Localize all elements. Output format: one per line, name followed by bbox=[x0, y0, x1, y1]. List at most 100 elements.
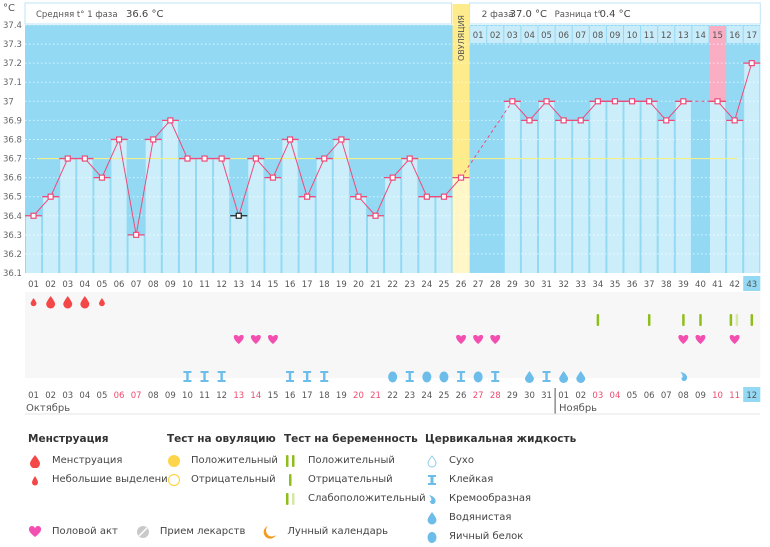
egg-white-icon bbox=[439, 371, 449, 383]
calendar-date-label: 19 bbox=[336, 391, 347, 401]
temperature-point bbox=[64, 155, 71, 162]
y-tick-label: 36.1 bbox=[3, 269, 22, 279]
temperature-point bbox=[218, 155, 225, 162]
temperature-line-segment bbox=[358, 196, 376, 217]
temperature-bar bbox=[299, 196, 315, 273]
post-ovulation-day-cell bbox=[555, 26, 572, 43]
calendar-date-label: 06 bbox=[114, 391, 125, 401]
temperature-bar bbox=[436, 196, 452, 273]
calendar-date-label: 29 bbox=[507, 391, 518, 401]
calendar-date-label: 03 bbox=[62, 391, 73, 401]
temperature-line-segment bbox=[375, 177, 394, 216]
today-date-highlight bbox=[743, 387, 761, 402]
temperature-bar bbox=[641, 101, 657, 273]
temperature-line-segment bbox=[340, 139, 359, 197]
moon-icon bbox=[263, 525, 279, 539]
temperature-bar bbox=[710, 101, 726, 273]
cycle-day-label: 32 bbox=[558, 280, 569, 290]
calendar-date-label: 20 bbox=[353, 391, 364, 401]
cycle-day-label: 15 bbox=[268, 280, 279, 290]
calendar-date-label: 24 bbox=[421, 391, 432, 401]
calendar-date-label: 05 bbox=[627, 391, 638, 401]
legend-item: Менструация bbox=[28, 451, 174, 470]
legend-item: Небольшие выделения bbox=[28, 470, 174, 489]
cycle-day-label: 31 bbox=[541, 280, 552, 290]
temperature-line-segment bbox=[238, 158, 257, 216]
temperature-bar bbox=[231, 215, 247, 273]
blood-drop-icon bbox=[46, 296, 56, 309]
temperature-point bbox=[389, 174, 396, 181]
cycle-day-label: 40 bbox=[695, 280, 706, 290]
y-tick-label: 37.2 bbox=[3, 59, 22, 69]
egg-white-icon bbox=[473, 371, 483, 383]
calendar-date-label: 09 bbox=[165, 391, 176, 401]
temperature-point bbox=[304, 193, 311, 200]
temperature-point bbox=[355, 193, 362, 200]
calendar-date-label: 08 bbox=[148, 391, 159, 401]
month-label-november: Ноябрь bbox=[559, 403, 598, 414]
temperature-bar bbox=[624, 101, 640, 273]
calendar-date-label: 25 bbox=[439, 391, 450, 401]
temperature-bar bbox=[94, 177, 110, 273]
temperature-line-segment bbox=[580, 100, 599, 121]
sticky-icon bbox=[542, 371, 551, 382]
temperature-point bbox=[184, 155, 191, 162]
cycle-day-label: 19 bbox=[336, 280, 347, 290]
heart-icon bbox=[729, 335, 740, 344]
cycle-day-label: 16 bbox=[285, 280, 296, 290]
heart-icon bbox=[678, 335, 689, 344]
cycle-day-label: 10 bbox=[182, 280, 193, 290]
temperature-line-segment bbox=[717, 100, 736, 121]
post-ovulation-day-label: 02 bbox=[490, 31, 501, 41]
temperature-bar bbox=[26, 215, 42, 273]
cycle-day-label: 21 bbox=[370, 280, 381, 290]
cycle-day-label: 43 bbox=[746, 280, 757, 290]
watery-icon bbox=[524, 371, 534, 383]
cycle-day-label: 06 bbox=[114, 280, 125, 290]
legend-item: Положительный bbox=[167, 451, 278, 470]
phase1-label: Средняя t° 1 фаза bbox=[36, 10, 118, 20]
post-ovulation-day-label: 14 bbox=[695, 31, 706, 41]
temperature-point bbox=[423, 193, 430, 200]
diff-value: 0.4 °C bbox=[600, 9, 631, 20]
cycle-day-label: 28 bbox=[490, 280, 501, 290]
calendar-date-label: 05 bbox=[97, 391, 108, 401]
temperature-point bbox=[406, 155, 413, 162]
calendar-date-label: 28 bbox=[490, 391, 501, 401]
cycle-day-label: 08 bbox=[148, 280, 159, 290]
temperature-line-segment bbox=[84, 158, 103, 178]
legend-item: Сухо bbox=[425, 451, 576, 470]
legend-item: Прием лекарств bbox=[136, 522, 245, 541]
post-ovulation-day-label: 03 bbox=[507, 31, 518, 41]
legend-item: Лунный календарь bbox=[263, 522, 388, 541]
legend-item: Отрицательный bbox=[284, 470, 426, 489]
temperature-bar bbox=[145, 139, 161, 273]
calendar-date-label: 11 bbox=[729, 391, 740, 401]
temperature-bar bbox=[128, 234, 144, 273]
legend-title: Менструация bbox=[28, 433, 109, 445]
calendar-date-label: 22 bbox=[387, 391, 398, 401]
temperature-point bbox=[338, 136, 345, 143]
header-phase1-box bbox=[24, 2, 452, 25]
calendar-date-label: 21 bbox=[370, 391, 381, 401]
legend-other: Половой акт Прием лекарств Лунный календ… bbox=[28, 522, 388, 541]
negative-pregnancy-icon bbox=[284, 473, 300, 487]
temperature-point bbox=[98, 174, 106, 181]
cycle-day-label: 27 bbox=[473, 280, 484, 290]
post-ovulation-day-cell bbox=[589, 26, 606, 43]
cycle-day-label: 29 bbox=[507, 280, 518, 290]
post-ovulation-day-label: 04 bbox=[524, 31, 535, 41]
calendar-date-label: 17 bbox=[302, 391, 313, 401]
calendar-date-label: 01 bbox=[28, 391, 39, 401]
calendar-date-label: 04 bbox=[79, 391, 90, 401]
legend-item: Водянистая bbox=[425, 508, 576, 527]
legend-title: Тест на овуляцию bbox=[167, 433, 276, 445]
heart-icon bbox=[473, 335, 484, 344]
calendar-date-label: 13 bbox=[233, 391, 244, 401]
temperature-bar bbox=[539, 101, 555, 273]
post-ovulation-day-cell bbox=[726, 26, 743, 43]
heart-icon bbox=[456, 335, 467, 344]
watery-icon bbox=[576, 371, 586, 383]
temperature-point bbox=[269, 174, 277, 181]
temperature-point bbox=[646, 98, 653, 105]
